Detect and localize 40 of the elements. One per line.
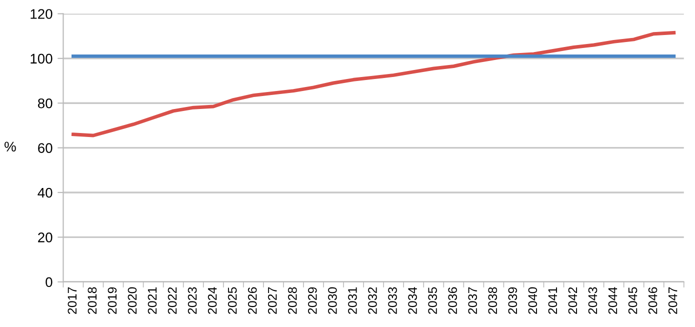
x-tick-label: 2019 xyxy=(108,287,117,314)
y-tick-label: 60 xyxy=(38,143,52,153)
x-tick-label: 2036 xyxy=(448,287,457,314)
x-tick-label: 2044 xyxy=(608,287,618,314)
x-tick-label: 2033 xyxy=(388,287,397,314)
y-tick-label: 120 xyxy=(30,9,52,19)
y-tick-label: 100 xyxy=(30,54,52,64)
x-tick-label: 2037 xyxy=(468,287,478,314)
x-tick-label: 2021 xyxy=(148,287,157,314)
x-tick-label: 2032 xyxy=(368,287,377,314)
x-tick-label: 2017 xyxy=(68,287,77,314)
x-tick-label: 2038 xyxy=(488,287,498,314)
x-tick-label: 2043 xyxy=(588,287,598,314)
x-tick-label: 2027 xyxy=(268,287,277,314)
x-tick-label: 2020 xyxy=(128,287,137,314)
y-tick-label: 80 xyxy=(38,98,52,108)
x-tick-label: 2028 xyxy=(288,287,297,314)
x-tick-label: 2024 xyxy=(208,287,217,314)
x-tick-label: 2022 xyxy=(168,287,177,314)
x-tick-label: 2031 xyxy=(348,287,357,314)
x-tick-label: 2041 xyxy=(548,287,558,314)
x-tick-label: 2035 xyxy=(428,287,437,314)
y-axis-title: % xyxy=(4,142,16,152)
x-tick-label: 2040 xyxy=(528,287,538,314)
line-series xyxy=(72,30,676,138)
x-tick-label: 2030 xyxy=(328,287,337,314)
y-tick-label: 40 xyxy=(38,188,52,198)
x-tick-label: 2025 xyxy=(228,287,237,314)
x-tick-label: 2029 xyxy=(308,287,317,314)
x-tick-label: 2018 xyxy=(88,287,97,314)
x-tick-label: 2023 xyxy=(188,287,197,314)
x-tick-label: 2045 xyxy=(628,287,638,314)
x-tick-label: 2039 xyxy=(508,287,518,314)
x-tick-label: 2046 xyxy=(648,287,658,314)
y-tick-label: 20 xyxy=(38,232,52,242)
x-tick-label: 2042 xyxy=(568,287,578,314)
x-tick-label: 2047 xyxy=(668,287,678,314)
y-tick-label: 0 xyxy=(46,277,52,288)
x-tick-label: 2034 xyxy=(408,287,417,314)
x-tick-label: 2026 xyxy=(248,287,257,314)
